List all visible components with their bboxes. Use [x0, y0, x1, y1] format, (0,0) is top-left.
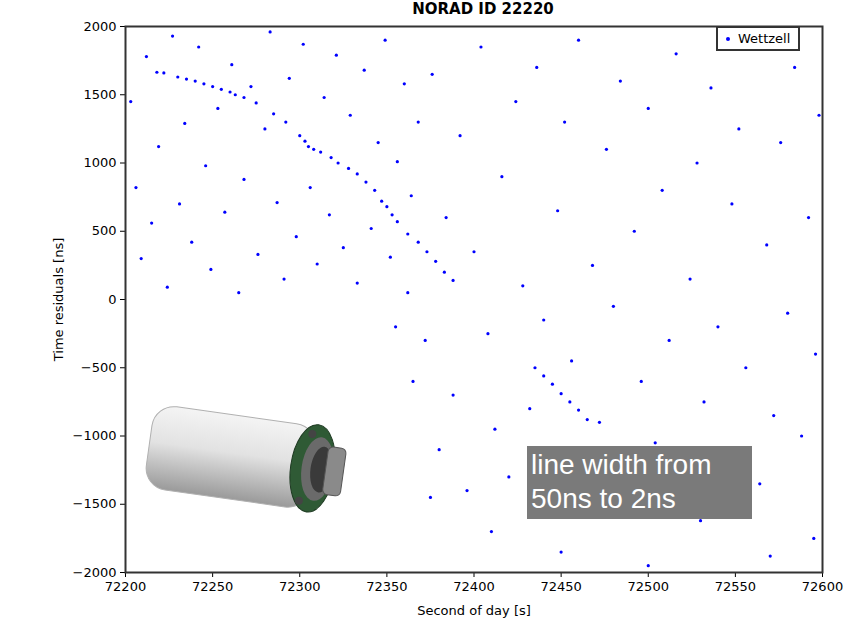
svg-text:−1500: −1500	[73, 496, 117, 511]
svg-text:−1000: −1000	[73, 428, 117, 443]
svg-text:72550: 72550	[715, 579, 756, 594]
svg-text:2000: 2000	[83, 19, 116, 34]
svg-text:72350: 72350	[366, 579, 407, 594]
svg-text:Second of day [s]: Second of day [s]	[417, 603, 531, 618]
svg-text:72400: 72400	[453, 579, 494, 594]
svg-text:72450: 72450	[540, 579, 581, 594]
svg-text:−500: −500	[81, 360, 117, 375]
svg-text:Time residuals [ns]: Time residuals [ns]	[51, 238, 66, 363]
html-text:50ns to 2ns: 50ns to 2ns	[531, 482, 676, 514]
svg-text:72600: 72600	[802, 579, 843, 594]
svg-text:72500: 72500	[628, 579, 669, 594]
svg-text:0: 0	[108, 292, 116, 307]
svg-text:−2000: −2000	[73, 565, 117, 580]
svg-text:500: 500	[92, 223, 117, 238]
svg-text:72250: 72250	[192, 579, 233, 594]
svg-text:1000: 1000	[83, 155, 116, 170]
svg-text:1500: 1500	[83, 87, 116, 102]
html-text:Wettzell: Wettzell	[738, 31, 791, 46]
svg-text:72300: 72300	[279, 579, 320, 594]
svg-text:72200: 72200	[105, 579, 146, 594]
html-text:NORAD ID 22220: NORAD ID 22220	[412, 0, 554, 18]
html-text:line width from: line width from	[531, 449, 712, 480]
